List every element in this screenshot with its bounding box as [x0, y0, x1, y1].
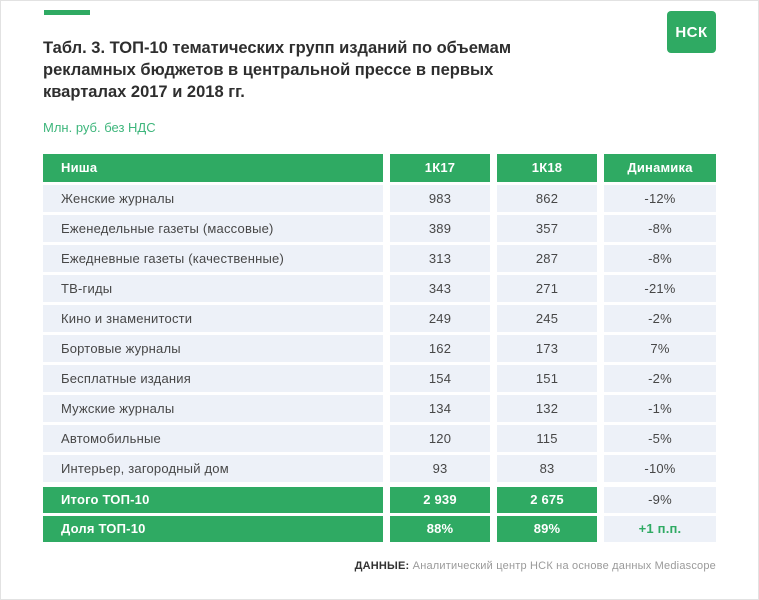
nsk-logo: НСК	[667, 11, 716, 53]
cell-dynamics: -8%	[604, 244, 716, 272]
cell-1k17: 134	[390, 394, 490, 422]
share-dynamics: +1 п.п.	[604, 515, 716, 542]
header-1k18: 1К18	[497, 153, 597, 182]
total-1k18: 2 675	[497, 486, 597, 513]
share-1k18: 89%	[497, 515, 597, 542]
share-label: Доля ТОП-10	[43, 515, 383, 542]
cell-1k18: 151	[497, 364, 597, 392]
cell-1k17: 389	[390, 214, 490, 242]
cell-1k17: 120	[390, 424, 490, 452]
cell-1k18: 357	[497, 214, 597, 242]
table-row: Бесплатные издания 154 151 -2%	[43, 364, 716, 392]
table-row: Кино и знаменитости 249 245 -2%	[43, 304, 716, 332]
cell-1k17: 249	[390, 304, 490, 332]
source-footnote: ДАННЫЕ: Аналитический центр НСК на основ…	[355, 560, 716, 572]
cell-niche: Мужские журналы	[43, 394, 383, 422]
cell-dynamics: -2%	[604, 364, 716, 392]
cell-dynamics: -2%	[604, 304, 716, 332]
total-1k17: 2 939	[390, 486, 490, 513]
cell-niche: ТВ-гиды	[43, 274, 383, 302]
cell-1k17: 983	[390, 184, 490, 212]
total-label: Итого ТОП-10	[43, 486, 383, 513]
page-title: Табл. 3. ТОП-10 тематических групп издан…	[43, 39, 512, 101]
cell-dynamics: -21%	[604, 274, 716, 302]
header-niche: Ниша	[43, 153, 383, 182]
cell-niche: Автомобильные	[43, 424, 383, 452]
cell-niche: Еженедельные газеты (массовые)	[43, 214, 383, 242]
table-row: Еженедельные газеты (массовые) 389 357 -…	[43, 214, 716, 242]
table-row: Мужские журналы 134 132 -1%	[43, 394, 716, 422]
cell-niche: Ежедневные газеты (качественные)	[43, 244, 383, 272]
table-header-row: Ниша 1К17 1К18 Динамика	[43, 153, 716, 182]
table-row: ТВ-гиды 343 271 -21%	[43, 274, 716, 302]
total-dynamics: -9%	[604, 486, 716, 513]
cell-1k18: 271	[497, 274, 597, 302]
table-total-row: Итого ТОП-10 2 939 2 675 -9%	[43, 486, 716, 513]
table-share-row: Доля ТОП-10 88% 89% +1 п.п.	[43, 515, 716, 542]
cell-dynamics: -10%	[604, 454, 716, 482]
cell-1k17: 313	[390, 244, 490, 272]
cell-dynamics: -8%	[604, 214, 716, 242]
cell-dynamics: -5%	[604, 424, 716, 452]
table-row: Интерьер, загородный дом 93 83 -10%	[43, 454, 716, 482]
nsk-logo-text: НСК	[675, 23, 708, 41]
table-row: Бортовые журналы 162 173 7%	[43, 334, 716, 362]
cell-1k18: 862	[497, 184, 597, 212]
cell-niche: Женские журналы	[43, 184, 383, 212]
cell-dynamics: -1%	[604, 394, 716, 422]
cell-niche: Бесплатные издания	[43, 364, 383, 392]
cell-1k17: 93	[390, 454, 490, 482]
cell-1k18: 173	[497, 334, 597, 362]
header-dynamics: Динамика	[604, 153, 716, 182]
data-table: Ниша 1К17 1К18 Динамика Женские журналы …	[43, 153, 716, 542]
cell-1k18: 132	[497, 394, 597, 422]
cell-1k18: 287	[497, 244, 597, 272]
cell-niche: Кино и знаменитости	[43, 304, 383, 332]
table-row: Автомобильные 120 115 -5%	[43, 424, 716, 452]
units-subtitle: Млн. руб. без НДС	[43, 119, 156, 135]
cell-1k17: 162	[390, 334, 490, 362]
table-row: Ежедневные газеты (качественные) 313 287…	[43, 244, 716, 272]
accent-bar	[44, 10, 90, 15]
cell-dynamics: -12%	[604, 184, 716, 212]
source-label: ДАННЫЕ:	[354, 560, 410, 572]
cell-1k17: 343	[390, 274, 490, 302]
cell-1k17: 154	[390, 364, 490, 392]
cell-dynamics: 7%	[604, 334, 716, 362]
cell-1k18: 115	[497, 424, 597, 452]
cell-1k18: 245	[497, 304, 597, 332]
cell-1k18: 83	[497, 454, 597, 482]
table-row: Женские журналы 983 862 -12%	[43, 184, 716, 212]
share-1k17: 88%	[390, 515, 490, 542]
header-1k17: 1К17	[390, 153, 490, 182]
cell-niche: Интерьер, загородный дом	[43, 454, 383, 482]
cell-niche: Бортовые журналы	[43, 334, 383, 362]
source-text: Аналитический центр НСК на основе данных…	[412, 560, 716, 572]
